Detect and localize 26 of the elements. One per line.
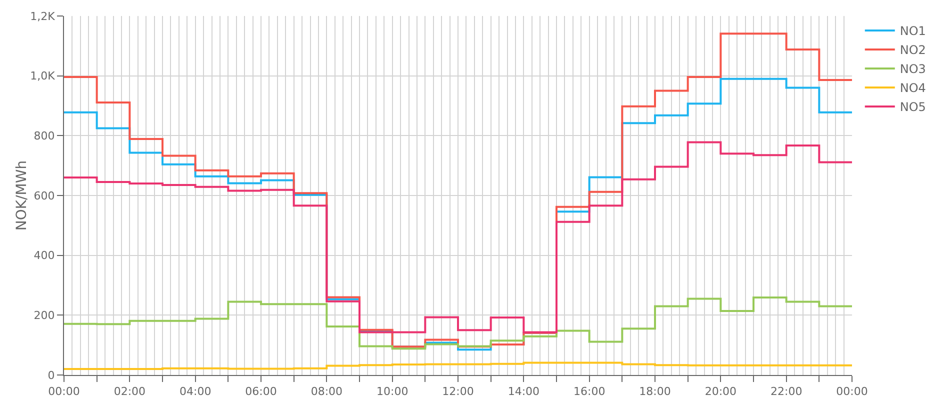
y-tick-label: 200 (34, 309, 55, 322)
legend-label: NO1 (900, 24, 926, 38)
x-tick-label: 20:00 (704, 385, 737, 398)
x-tick-label: 04:00 (179, 385, 212, 398)
x-tick-label: 00:00 (48, 385, 80, 398)
x-tick-label: 18:00 (639, 385, 671, 398)
legend-label: NO3 (900, 62, 926, 76)
y-tick-label: 0 (48, 368, 55, 382)
y-tick-label: 800 (34, 130, 55, 143)
x-tick-label: 10:00 (376, 385, 408, 398)
x-tick-label: 02:00 (114, 385, 146, 398)
legend-label: NO4 (900, 81, 926, 96)
y-tick-label: 1,0K (30, 70, 56, 83)
legend-label: NO2 (900, 43, 926, 58)
legend-label: NO5 (900, 100, 926, 114)
x-tick-label: 08:00 (310, 385, 343, 398)
y-tick-label: 1,2K (30, 10, 56, 23)
x-tick-label: 16:00 (573, 385, 606, 398)
x-tick-label: 22:00 (770, 385, 802, 398)
y-tick-label: 400 (34, 249, 55, 262)
y-axis-title: NOK/MWh (14, 160, 30, 231)
x-tick-label: 12:00 (442, 385, 474, 398)
x-tick-label: 00:00 (836, 385, 868, 398)
y-tick-label: 600 (34, 189, 55, 202)
x-tick-label: 06:00 (245, 385, 277, 398)
x-tick-label: 14:00 (508, 385, 540, 398)
